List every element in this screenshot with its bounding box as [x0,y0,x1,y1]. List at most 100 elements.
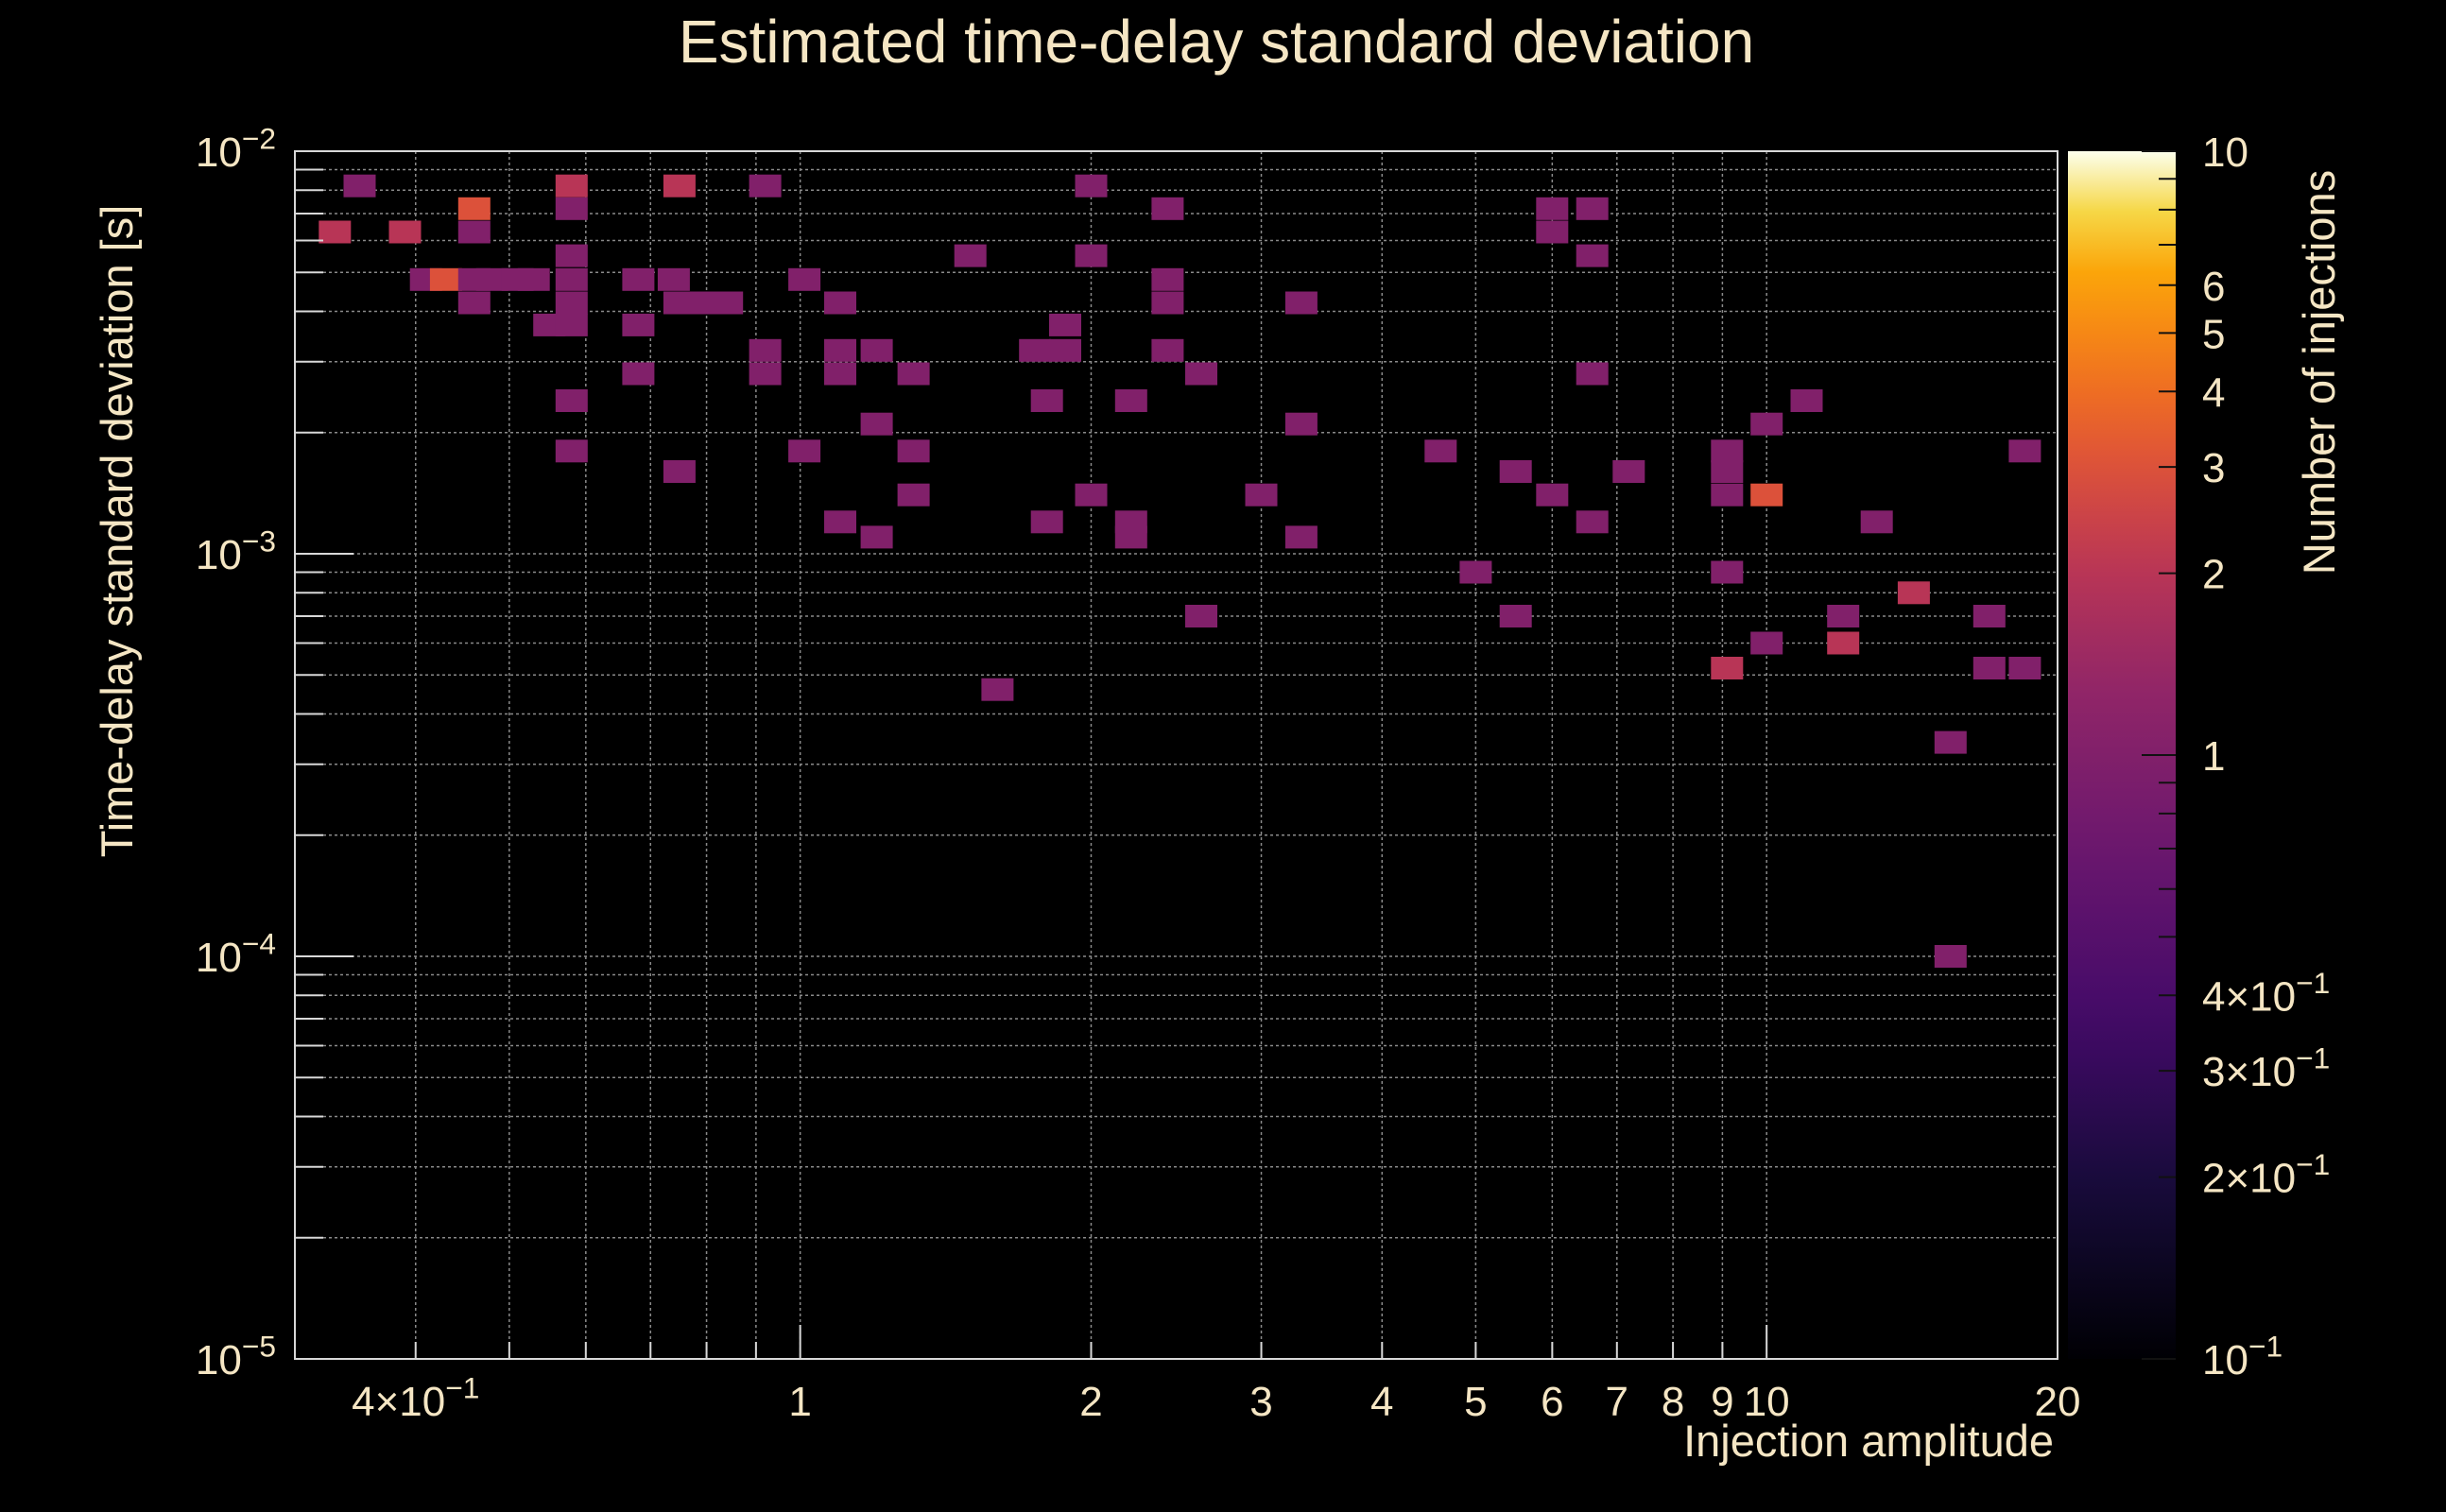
heatmap-cell [1151,197,1184,220]
heatmap-cell [1284,412,1318,436]
heatmap-cell [1019,338,1052,362]
heatmap-cell [1049,338,1081,362]
heatmap-cell [1750,483,1783,507]
heatmap-cell [555,291,588,315]
heatmap-cell [517,267,550,291]
heatmap-cell [555,174,588,198]
x-tick-label: 10 [1744,1379,1790,1425]
colorbar-tick-label: 2×10−1 [2202,1147,2330,1201]
heatmap-cell [1972,605,2006,627]
heatmap-cell [1499,605,1532,627]
heatmap-cell [897,439,930,463]
heatmap-cell [1151,291,1184,315]
x-tick-label: 4 [1370,1379,1393,1425]
heatmap-cell [457,220,491,244]
x-tick-label: 4×10−1 [352,1371,479,1425]
heatmap-cell [711,291,744,315]
heatmap-cell [860,525,893,549]
heatmap-cell [1459,560,1492,584]
y-tick-label: 10−2 [196,122,276,176]
heatmap-cell [824,291,856,315]
heatmap-cell [749,338,782,362]
heatmap-cell [1711,483,1744,507]
colorbar-tick-label: 10−1 [2202,1330,2282,1383]
heatmap-cell [954,244,987,267]
colorbar: 10−1 2×10−1 3×10−1 4×10−1 1 2 3 4 56 10 [2068,129,2330,1383]
heatmap-cell [319,220,352,244]
heatmap-cell [1424,439,1457,463]
heatmap-cells [319,174,2041,968]
heatmap-cell [555,244,588,267]
colorbar-tick-label: 3×10−1 [2202,1041,2330,1095]
heatmap-cell [1151,338,1184,362]
heatmap-cell [1576,362,1609,386]
heatmap-cell [555,439,588,463]
heatmap-cell [1185,605,1217,627]
heatmap-cell [1576,197,1609,220]
heatmap-cell [897,362,930,386]
colorbar-tick-label: 4×10−1 [2202,966,2330,1020]
heatmap-cell [1750,631,1783,655]
heatmap-cell [1576,510,1609,534]
colorbar-tick-label: 3 [2202,445,2225,491]
colorbar-tick-label: 5 [2202,311,2225,357]
colorbar-tick-label: 10 [2202,129,2248,176]
heatmap-cell [1114,525,1147,549]
heatmap-cell [1284,291,1318,315]
x-tick-label: 20 [2035,1379,2081,1425]
colorbar-tick-label: 2 [2202,552,2225,598]
y-axis-label: Time-delay standard deviation [s] [92,205,142,858]
heatmap-cell [1711,460,1744,483]
heatmap-cell [555,197,588,220]
x-tick-label: 9 [1711,1379,1733,1425]
heatmap-cell [1860,510,1893,534]
heatmap-cell [1827,631,1860,655]
heatmap-cell [824,362,856,386]
heatmap-cell [657,267,690,291]
heatmap-cell [457,291,491,315]
x-tick-label: 1 [788,1379,811,1425]
heatmap-cell [1711,657,1744,679]
heatmap-cell [1075,174,1108,198]
heatmap-cell [1790,389,1823,412]
heatmap-cell [1934,945,1967,968]
heatmap-cell [749,174,782,198]
grid [294,151,2058,1360]
heatmap-cell [429,267,462,291]
heatmap-cell [824,338,856,362]
heatmap-cell [1827,605,1860,627]
heatmap-cell [824,510,856,534]
heatmap-cell [1750,412,1783,436]
heatmap-cell [388,220,422,244]
heatmap-cell [1711,439,1744,463]
heatmap-cell [981,678,1014,701]
heatmap-cell [1934,730,1967,754]
heatmap-cell [1536,220,1569,244]
x-tick-label: 7 [1606,1379,1628,1425]
x-tick-label: 6 [1541,1379,1563,1425]
heatmap-cell [788,267,821,291]
heatmap-cell [1114,389,1147,412]
heatmap-cell [1151,267,1184,291]
heatmap-cell [1049,313,1081,336]
x-axis: 4×10−1 1 2 3 4 5 6 7 8 9 10 20 [294,1325,2081,1425]
heatmap-cell [1612,460,1645,483]
heatmap-cell [663,174,696,198]
heatmap-cell [897,483,930,507]
heatmap-cell [1284,525,1318,549]
heatmap-cell [1075,483,1108,507]
x-axis-label: Injection amplitude [1683,1416,2054,1466]
colorbar-tick-label: 6 [2202,264,2225,310]
heatmap-cell [1897,581,1930,605]
heatmap-cell [1185,362,1217,386]
heatmap-cell [663,460,696,483]
chart-title: Estimated time-delay standard deviation [679,8,1754,76]
plot-frame [294,150,2058,1360]
heatmap-cell [1499,460,1532,483]
heatmap-cell [1030,510,1063,534]
x-tick-label: 8 [1662,1379,1684,1425]
heatmap-cell [1711,560,1744,584]
x-tick-label: 3 [1249,1379,1272,1425]
heatmap-cell [788,439,821,463]
